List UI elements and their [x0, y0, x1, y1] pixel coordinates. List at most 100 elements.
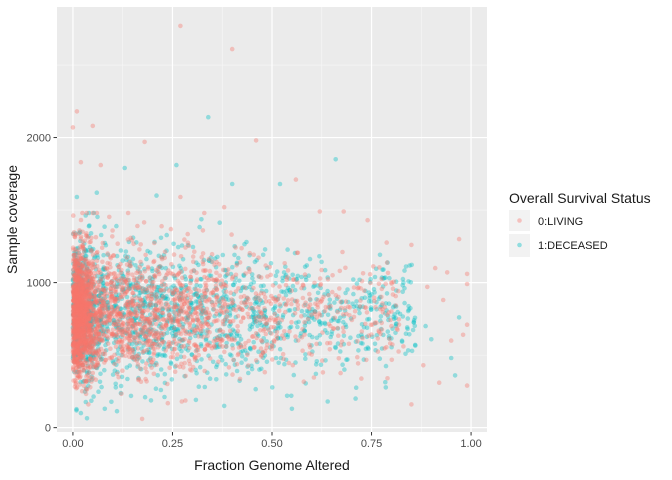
deceased-point — [289, 393, 294, 399]
living-point — [97, 309, 103, 315]
deceased-point — [159, 265, 165, 271]
living-point — [205, 315, 210, 321]
living-point — [223, 289, 229, 294]
living-point — [95, 249, 100, 255]
living-point — [201, 268, 206, 273]
living-point — [204, 343, 209, 348]
living-point — [246, 296, 251, 302]
deceased-point — [233, 314, 239, 320]
deceased-point — [74, 331, 80, 337]
deceased-point — [148, 363, 153, 368]
deceased-point — [280, 275, 286, 281]
deceased-point — [354, 303, 359, 309]
deceased-point — [80, 317, 85, 322]
deceased-point — [78, 325, 83, 330]
deceased-point — [94, 190, 100, 195]
deceased-point — [329, 318, 334, 324]
deceased-point — [73, 289, 78, 295]
living-point — [75, 310, 81, 316]
deceased-point — [288, 324, 294, 330]
deceased-point — [345, 287, 350, 292]
living-point — [152, 273, 157, 278]
deceased-point — [225, 304, 231, 310]
living-point — [180, 283, 185, 288]
living-point — [175, 352, 180, 357]
deceased-point — [234, 260, 240, 266]
living-point — [123, 289, 129, 295]
living-point — [318, 283, 323, 288]
deceased-point — [148, 355, 153, 361]
deceased-point — [72, 311, 78, 316]
living-point — [79, 280, 84, 285]
living-point — [460, 332, 466, 338]
living-point — [155, 336, 161, 342]
deceased-point — [127, 311, 133, 316]
living-point — [77, 283, 83, 288]
living-point — [295, 280, 300, 285]
living-point — [72, 355, 77, 361]
living-point — [84, 289, 89, 294]
living-point — [107, 301, 112, 306]
deceased-point — [147, 321, 153, 327]
deceased-point — [77, 364, 82, 369]
living-point — [138, 322, 143, 327]
living-point — [73, 335, 78, 341]
deceased-point — [98, 371, 103, 377]
living-point — [76, 346, 81, 352]
deceased-point — [77, 330, 82, 335]
deceased-point — [183, 283, 189, 288]
deceased-point — [241, 273, 247, 279]
deceased-point — [194, 260, 199, 266]
living-point — [177, 305, 182, 311]
living-point — [83, 300, 89, 305]
living-point — [102, 274, 108, 280]
living-point — [72, 311, 77, 317]
living-point — [76, 355, 82, 361]
deceased-point — [263, 322, 269, 327]
living-point — [115, 321, 121, 327]
living-point — [88, 365, 93, 370]
living-point — [75, 288, 80, 294]
living-point — [112, 319, 117, 325]
living-point — [89, 321, 95, 327]
living-point — [214, 287, 220, 293]
deceased-point — [345, 357, 350, 362]
deceased-point — [82, 378, 87, 384]
living-point — [183, 319, 189, 325]
deceased-point — [76, 337, 82, 343]
living-point — [75, 338, 81, 343]
living-point — [396, 317, 402, 322]
deceased-point — [75, 289, 81, 294]
living-point — [71, 378, 76, 383]
living-point — [136, 377, 141, 383]
major-gridlines — [57, 7, 487, 432]
living-point — [389, 281, 395, 286]
deceased-point — [142, 300, 148, 305]
living-point — [263, 331, 269, 337]
living-point — [79, 320, 84, 326]
living-point — [367, 272, 373, 277]
deceased-point — [295, 324, 300, 330]
living-point — [130, 290, 135, 296]
living-point — [104, 303, 109, 309]
living-point — [135, 223, 140, 229]
living-point — [141, 220, 147, 225]
living-point — [131, 277, 137, 283]
living-point — [71, 252, 76, 258]
living-point — [351, 314, 357, 320]
living-point — [179, 283, 184, 288]
deceased-point — [87, 344, 93, 350]
living-point — [379, 286, 385, 292]
deceased-point — [176, 295, 182, 300]
living-point — [295, 306, 301, 312]
deceased-point — [96, 301, 102, 306]
living-point — [119, 339, 124, 345]
living-point — [125, 302, 131, 308]
living-point — [191, 267, 196, 273]
deceased-point — [82, 333, 87, 339]
living-point — [81, 302, 87, 308]
living-point — [84, 325, 89, 330]
living-point — [86, 334, 92, 340]
living-point — [337, 268, 343, 274]
deceased-point — [80, 362, 86, 368]
